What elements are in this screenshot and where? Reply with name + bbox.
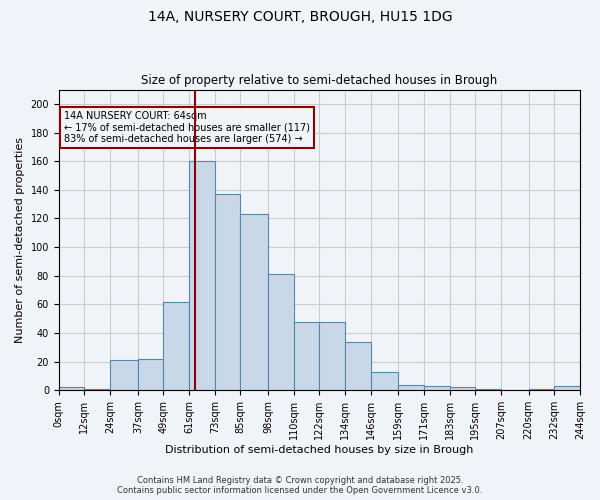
Bar — [371, 372, 398, 390]
Bar — [424, 386, 449, 390]
X-axis label: Distribution of semi-detached houses by size in Brough: Distribution of semi-detached houses by … — [165, 445, 473, 455]
Bar — [189, 161, 215, 390]
Bar — [163, 302, 189, 390]
Y-axis label: Number of semi-detached properties: Number of semi-detached properties — [15, 137, 25, 343]
Bar — [529, 389, 554, 390]
Bar — [85, 389, 110, 390]
Bar — [319, 322, 345, 390]
Bar — [59, 388, 85, 390]
Bar — [215, 194, 241, 390]
Bar — [268, 274, 294, 390]
Bar — [110, 360, 138, 390]
Text: 14A, NURSERY COURT, BROUGH, HU15 1DG: 14A, NURSERY COURT, BROUGH, HU15 1DG — [148, 10, 452, 24]
Bar — [554, 386, 580, 390]
Bar — [345, 342, 371, 390]
Text: Contains HM Land Registry data © Crown copyright and database right 2025.
Contai: Contains HM Land Registry data © Crown c… — [118, 476, 482, 495]
Bar — [294, 322, 319, 390]
Bar — [398, 384, 424, 390]
Text: 14A NURSERY COURT: 64sqm
← 17% of semi-detached houses are smaller (117)
83% of : 14A NURSERY COURT: 64sqm ← 17% of semi-d… — [64, 110, 310, 144]
Bar — [138, 359, 163, 390]
Title: Size of property relative to semi-detached houses in Brough: Size of property relative to semi-detach… — [141, 74, 497, 87]
Bar — [475, 389, 501, 390]
Bar — [449, 388, 475, 390]
Bar — [241, 214, 268, 390]
